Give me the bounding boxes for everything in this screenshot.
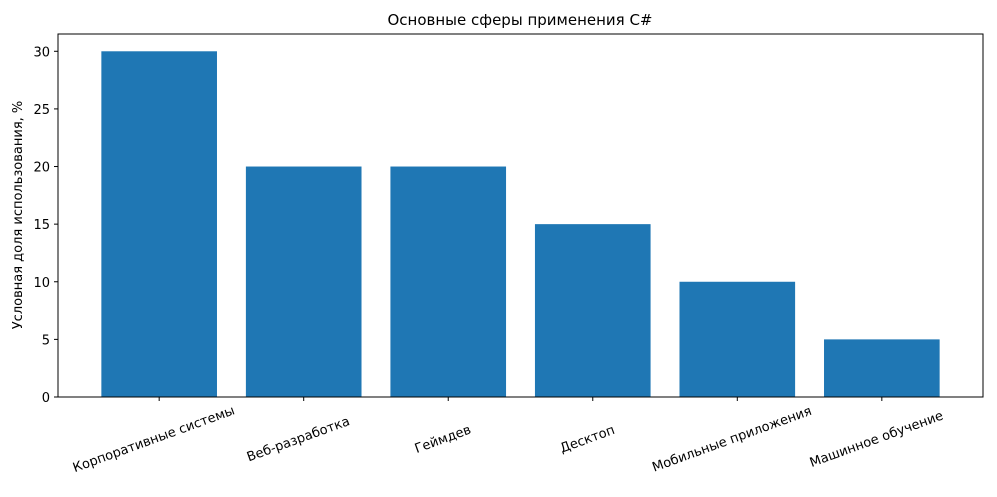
bar <box>534 224 651 397</box>
y-tick-label: 30 <box>33 45 50 60</box>
bar <box>245 166 362 397</box>
y-tick-label: 25 <box>33 103 50 118</box>
y-tick-label: 15 <box>33 218 50 233</box>
y-tick-label: 20 <box>33 161 50 176</box>
bar <box>390 166 507 397</box>
chart-title: Основные сферы применения C# <box>387 11 652 29</box>
y-tick-label: 10 <box>33 276 50 291</box>
bar <box>679 281 796 397</box>
bar <box>824 339 940 397</box>
y-tick-label: 0 <box>42 391 50 406</box>
bar <box>101 51 217 398</box>
y-tick-label: 5 <box>42 333 50 348</box>
plot-frame <box>57 33 984 398</box>
y-axis-label: Условная доля использования, % <box>11 101 26 330</box>
